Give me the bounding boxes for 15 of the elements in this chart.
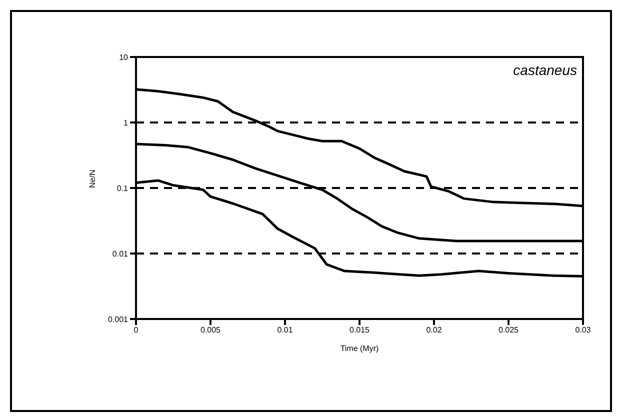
y-tick-label: 1	[124, 118, 129, 128]
y-tick-label: 10	[119, 52, 129, 62]
x-tick-label: 0.01	[277, 326, 294, 335]
x-tick-label: 0.025	[498, 326, 520, 335]
y-tick-label: 0.001	[108, 314, 129, 324]
x-tick-label: 0.02	[426, 326, 442, 335]
x-axis-title: Time (Myr)	[340, 344, 380, 353]
y-tick-label: 0.01	[112, 249, 129, 258]
x-tick-label: 0.03	[575, 326, 592, 335]
y-tick-label: 0.1	[116, 184, 129, 193]
annotation: castaneus	[513, 62, 577, 78]
x-tick-label: 0.005	[200, 326, 222, 335]
x-tick-label: 0.015	[349, 326, 370, 335]
x-tick-label: 0	[134, 326, 139, 335]
y-axis-title: Ne/N	[88, 170, 97, 188]
